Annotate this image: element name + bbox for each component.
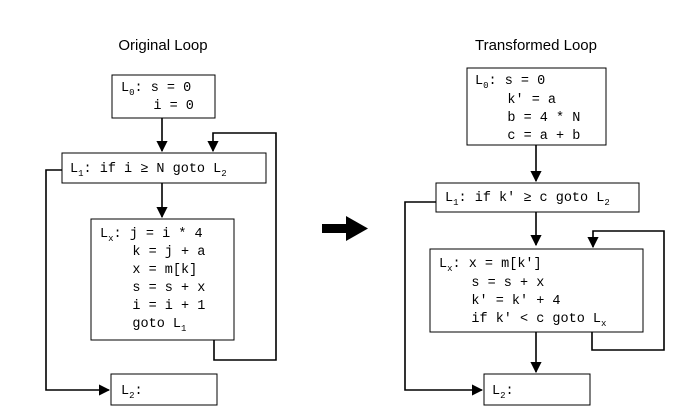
transformation-arrow-shaft	[322, 224, 348, 233]
arrow-lx-self-loop	[587, 230, 665, 351]
original-loop-title: Original Loop	[118, 37, 207, 54]
transformed-lx-line-4: if k' < c goto Lx	[439, 312, 606, 329]
transformed-l0-line-3: b = 4 * N	[475, 111, 580, 126]
arrow-l1-to-l2	[45, 169, 111, 396]
original-lx-line-3: x = m[k]	[100, 263, 197, 278]
original-l0-line-1: L0: s = 0	[121, 81, 191, 98]
original-lx-line-1: Lx: j = i * 4	[100, 227, 203, 244]
transformed-loop: L0: s = 0 k' = a b = 4 * N c = a + b L1:…	[404, 67, 665, 406]
original-l2-block	[110, 373, 218, 406]
original-loop: L0: s = 0 i = 0 L1: if i ≥ N goto L2 Lx:…	[45, 74, 277, 406]
original-l0-line-2: i = 0	[121, 99, 194, 114]
original-l2-line: L2:	[121, 384, 143, 401]
transformation-arrow-head	[346, 216, 368, 241]
transformed-l2-block	[483, 373, 591, 406]
transformed-l0-block	[466, 67, 607, 146]
transformed-lx-line-2: s = s + x	[439, 276, 544, 291]
arrow-loop-back-to-l1	[207, 132, 277, 361]
transformed-l1-block	[435, 182, 640, 213]
transformation-arrow	[322, 216, 368, 241]
transformed-lx-line-1: Lx: x = m[k']	[439, 257, 542, 274]
original-lx-line-6: goto L1	[100, 317, 186, 334]
original-l1-block	[61, 152, 267, 184]
transformed-l0-line-2: k' = a	[475, 93, 556, 108]
transformed-lx-line-3: k' = k' + 4	[439, 294, 561, 309]
transformed-l2-line: L2:	[492, 384, 514, 401]
original-lx-line-5: i = i + 1	[100, 299, 205, 314]
original-lx-line-2: k = j + a	[100, 245, 205, 260]
original-lx-block	[90, 218, 235, 341]
transformed-lx-block	[429, 248, 644, 333]
original-lx-line-4: s = s + x	[100, 281, 205, 296]
transformed-loop-title: Transformed Loop	[475, 37, 597, 54]
original-l0-block	[111, 74, 216, 119]
arrow-l1-to-l2-transformed	[404, 201, 484, 396]
transformed-l0-line-4: c = a + b	[475, 129, 580, 144]
transformed-l0-line-1: L0: s = 0	[475, 74, 545, 91]
transformed-l1-line: L1: if k' ≥ c goto L2	[445, 191, 610, 208]
original-l1-line: L1: if i ≥ N goto L2	[70, 162, 227, 179]
